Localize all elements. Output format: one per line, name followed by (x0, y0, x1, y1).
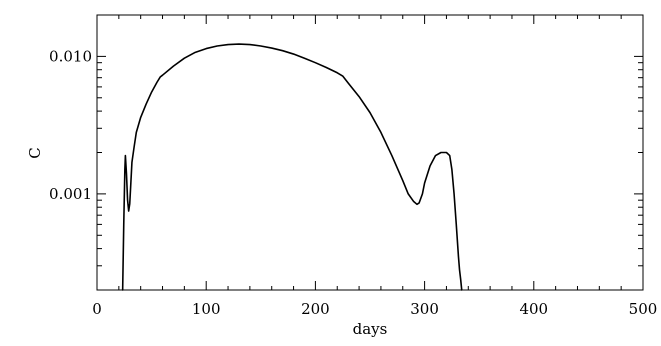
y-axis-label: C (26, 147, 44, 158)
x-tick-label: 500 (629, 300, 658, 318)
x-tick-label: 100 (192, 300, 221, 318)
x-tick-label: 400 (519, 300, 548, 318)
x-tick-label: 300 (410, 300, 439, 318)
x-axis-label: days (353, 320, 388, 338)
series-layer (121, 43, 463, 291)
series-line (121, 43, 463, 291)
x-tick-label: 200 (301, 300, 330, 318)
x-axis-ticks: 0 100 200 300 400 500 (92, 15, 657, 318)
plot-frame (96, 14, 644, 291)
y-tick-label: 0.001 (49, 185, 92, 203)
y-tick-label: 0.010 (49, 47, 92, 65)
x-tick-label: 0 (92, 300, 102, 318)
y-axis-ticks: 0.001 0.010 (49, 47, 643, 267)
